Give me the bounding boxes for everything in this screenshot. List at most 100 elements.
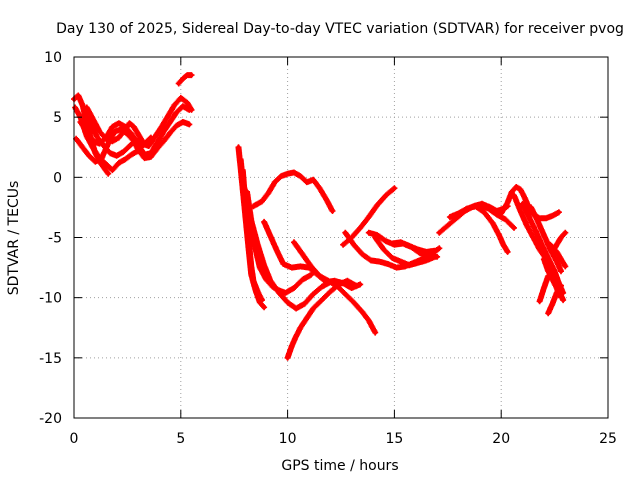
y-tick-label: 5 <box>53 110 62 126</box>
data-point <box>343 230 348 235</box>
data-point <box>560 297 566 303</box>
series-track-29 <box>547 241 569 270</box>
data-point <box>80 102 85 108</box>
data-point <box>304 315 310 321</box>
data-point <box>351 300 357 305</box>
data-point <box>524 223 530 228</box>
series-track-27 <box>528 204 564 275</box>
data-point <box>283 290 288 296</box>
data-point <box>268 234 273 239</box>
data-point <box>95 135 100 140</box>
data-point <box>257 265 263 270</box>
data-point <box>91 146 96 151</box>
data-point <box>251 204 256 209</box>
data-point <box>298 173 303 179</box>
data-point <box>101 143 107 149</box>
data-point <box>554 259 559 264</box>
data-point <box>161 129 166 134</box>
data-point <box>249 218 254 223</box>
data-point <box>178 95 183 101</box>
data-point <box>78 119 83 125</box>
x-tick-label: 15 <box>385 431 403 447</box>
data-point <box>481 210 487 215</box>
data-point <box>548 242 553 247</box>
data-point <box>390 255 395 261</box>
data-point <box>377 259 382 264</box>
series-track-5 <box>81 94 195 159</box>
data-point <box>272 179 277 185</box>
data-point <box>148 151 154 156</box>
data-point <box>291 240 297 245</box>
data-point <box>116 120 122 126</box>
data-point <box>174 123 179 128</box>
data-point <box>358 282 363 287</box>
data-point <box>293 306 299 311</box>
data-point <box>238 157 243 162</box>
data-point <box>445 223 450 228</box>
data-point <box>526 214 532 220</box>
data-point <box>437 230 442 235</box>
data-point <box>554 242 559 247</box>
data-point <box>185 100 190 105</box>
data-point <box>424 258 429 263</box>
x-tick-label: 25 <box>599 431 617 447</box>
data-point <box>155 140 160 145</box>
data-point <box>135 131 141 137</box>
series-track-6 <box>83 104 146 145</box>
data-point <box>308 264 314 269</box>
data-point <box>328 289 333 294</box>
data-point <box>76 93 81 98</box>
data-point <box>105 171 111 176</box>
data-point <box>375 202 380 208</box>
data-point <box>180 119 186 125</box>
data-point <box>522 195 527 200</box>
series-track-14 <box>284 277 359 361</box>
data-point <box>317 273 322 279</box>
data-point <box>424 249 429 255</box>
data-point <box>499 211 504 216</box>
data-point <box>531 235 536 240</box>
data-point <box>334 283 339 288</box>
data-point <box>432 248 438 253</box>
data-point <box>477 202 483 208</box>
series-track-10 <box>239 167 265 304</box>
data-point <box>86 153 92 158</box>
data-point <box>251 278 256 284</box>
data-point <box>176 81 181 86</box>
y-axis-title: SDTVAR / TECUs <box>6 181 22 296</box>
data-point <box>550 249 555 255</box>
series-track-32 <box>549 229 569 255</box>
data-point <box>366 318 371 323</box>
series-track-15 <box>291 239 379 336</box>
data-point <box>311 306 316 311</box>
data-point <box>533 228 538 233</box>
y-tick-label: 10 <box>44 50 62 66</box>
data-point <box>539 242 544 247</box>
series-track-12 <box>250 169 336 214</box>
data-point <box>351 242 357 247</box>
data-point <box>383 238 389 244</box>
data-point <box>249 264 254 269</box>
series-track-23 <box>468 202 517 231</box>
data-point <box>556 210 562 215</box>
y-tick-label: -5 <box>48 231 62 247</box>
data-point <box>535 218 540 223</box>
data-point <box>131 124 137 129</box>
data-point <box>261 262 267 268</box>
data-point <box>88 123 94 128</box>
data-point <box>140 139 145 144</box>
data-point <box>285 300 290 305</box>
data-point <box>545 255 551 261</box>
data-point <box>343 291 348 297</box>
data-point <box>146 143 151 149</box>
data-point <box>390 241 395 246</box>
series-track-19 <box>372 234 438 269</box>
data-point <box>511 225 517 231</box>
data-point <box>112 129 117 134</box>
data-point <box>558 283 564 288</box>
data-point <box>464 206 470 211</box>
data-point <box>392 185 397 191</box>
data-point <box>73 136 79 142</box>
data-point <box>486 206 491 211</box>
